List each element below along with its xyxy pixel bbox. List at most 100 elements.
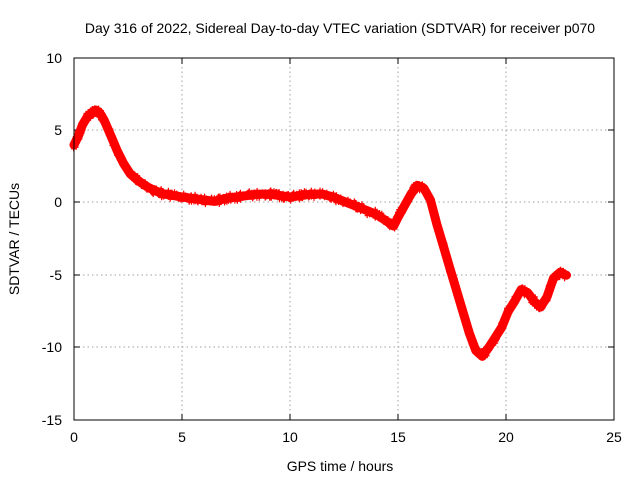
- marker-plus: [122, 162, 128, 168]
- marker-plus: [334, 192, 339, 198]
- marker-plus: [544, 292, 550, 298]
- marker-plus: [556, 273, 562, 279]
- marker-plus: [442, 240, 448, 246]
- marker-plus: [216, 202, 222, 207]
- marker-plus: [447, 264, 453, 270]
- marker-plus: [414, 186, 420, 192]
- x-tick-label: 10: [282, 429, 298, 445]
- marker-plus: [359, 201, 365, 207]
- marker-plus: [254, 188, 260, 193]
- chart-title: Day 316 of 2022, Sidereal Day-to-day VTE…: [85, 20, 595, 36]
- marker-plus: [368, 207, 373, 213]
- marker-plus: [445, 257, 450, 263]
- marker-plus: [175, 191, 181, 197]
- marker-plus: [115, 150, 121, 156]
- marker-plus: [423, 187, 429, 193]
- marker-plus: [511, 302, 517, 308]
- marker-plus: [448, 266, 454, 272]
- marker-plus: [192, 191, 198, 197]
- marker-plus: [100, 111, 106, 117]
- marker-plus: [286, 191, 291, 197]
- marker-plus: [483, 350, 489, 356]
- marker-plus: [472, 345, 478, 351]
- marker-plus: [224, 192, 229, 198]
- marker-plus: [74, 138, 79, 144]
- marker-plus: [349, 203, 355, 208]
- marker-plus: [490, 339, 496, 345]
- marker-plus: [126, 170, 131, 176]
- marker-plus: [262, 189, 268, 195]
- marker-plus: [276, 190, 282, 196]
- series-line: [69, 105, 571, 361]
- marker-plus: [219, 198, 225, 203]
- y-axis-label: SDTVAR / TECUs: [6, 183, 22, 295]
- marker-plus: [356, 202, 362, 207]
- marker-plus: [431, 215, 437, 221]
- marker-plus: [428, 198, 434, 204]
- y-tick-label: -15: [42, 412, 62, 428]
- marker-plus: [402, 199, 407, 205]
- y-tick-label: -10: [42, 339, 62, 355]
- marker-plus: [108, 133, 113, 139]
- marker-plus: [207, 200, 213, 206]
- marker-plus: [113, 140, 119, 146]
- marker-plus: [510, 298, 516, 304]
- marker-plus: [437, 231, 443, 237]
- y-tick-labels: 10 5 0 -5 -10 -15: [42, 50, 62, 428]
- marker-plus: [406, 192, 412, 198]
- marker-plus: [77, 136, 83, 142]
- x-tick-label: 0: [70, 429, 78, 445]
- x-tick-labels: 0 5 10 15 20 25: [70, 429, 622, 445]
- series-0: [69, 105, 571, 361]
- marker-plus: [393, 222, 399, 228]
- marker-plus: [330, 190, 336, 196]
- y-tick-label: 5: [54, 122, 62, 138]
- marker-plus: [237, 189, 243, 195]
- marker-plus: [280, 193, 286, 199]
- marker-plus: [142, 180, 148, 186]
- marker-plus: [158, 189, 164, 195]
- marker-plus: [460, 306, 466, 312]
- marker-plus: [162, 192, 168, 198]
- marker-plus: [105, 122, 111, 128]
- marker-plus: [199, 200, 205, 206]
- marker-plus: [377, 210, 382, 215]
- marker-plus: [462, 316, 468, 322]
- marker-plus: [500, 327, 505, 333]
- marker-plus: [431, 203, 437, 209]
- marker-plus: [184, 196, 190, 202]
- x-axis-label: GPS time / hours: [287, 458, 394, 474]
- marker-plus: [421, 184, 427, 190]
- y-tick-label: 0: [54, 194, 62, 210]
- marker-plus: [488, 343, 494, 349]
- marker-texture: [70, 105, 569, 361]
- marker-plus: [383, 220, 388, 226]
- marker-plus: [466, 327, 472, 333]
- x-ticks: [73, 58, 615, 420]
- marker-plus: [136, 175, 142, 181]
- x-tick-label: 15: [390, 429, 406, 445]
- marker-plus: [398, 213, 404, 218]
- marker-plus: [291, 189, 297, 195]
- marker-plus: [271, 193, 277, 198]
- marker-plus: [501, 321, 507, 326]
- marker-plus: [562, 276, 568, 282]
- marker-plus: [118, 153, 124, 159]
- marker-plus: [220, 194, 226, 199]
- marker-plus: [466, 333, 472, 339]
- marker-plus: [409, 194, 415, 200]
- marker-plus: [380, 214, 386, 220]
- marker-plus: [372, 206, 378, 212]
- marker-plus: [462, 311, 468, 317]
- marker-plus: [502, 316, 508, 322]
- marker-plus: [328, 196, 334, 202]
- marker-plus: [148, 184, 154, 190]
- marker-plus: [79, 125, 85, 131]
- marker-plus: [428, 194, 433, 200]
- marker-plus: [515, 294, 521, 300]
- marker-plus: [455, 294, 461, 300]
- x-tick-label: 25: [606, 429, 622, 445]
- x-tick-label: 20: [498, 429, 514, 445]
- marker-plus: [430, 210, 436, 216]
- marker-plus: [202, 202, 208, 208]
